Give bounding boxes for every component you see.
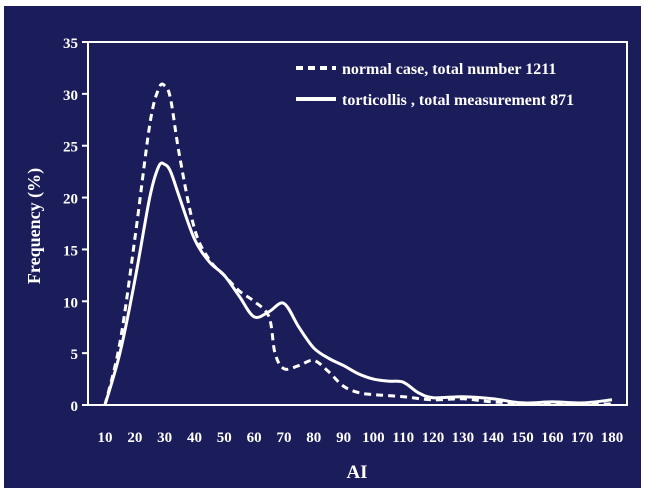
x-tick-label: 10 xyxy=(98,430,113,446)
x-axis-label: AI xyxy=(346,462,367,483)
x-tick-label: 140 xyxy=(481,430,504,446)
y-tick-label: 30 xyxy=(63,88,78,104)
x-tick-label: 20 xyxy=(127,430,142,446)
y-tick-label: 25 xyxy=(63,140,78,156)
x-tick-label: 130 xyxy=(452,430,475,446)
y-tick-label: 20 xyxy=(63,192,78,208)
y-tick-label: 0 xyxy=(71,399,79,415)
x-tick-label: 90 xyxy=(336,430,351,446)
x-tick-label: 150 xyxy=(511,430,534,446)
slide-background xyxy=(4,6,641,488)
x-tick-label: 80 xyxy=(306,430,321,446)
y-tick-label: 15 xyxy=(63,243,78,259)
x-tick-label: 180 xyxy=(601,430,624,446)
x-tick-label: 110 xyxy=(392,430,414,446)
series-torticollis-line xyxy=(103,161,613,406)
y-tick-label: 10 xyxy=(63,295,78,311)
y-tick-label: 35 xyxy=(63,36,78,52)
legend-label-torticollis: torticollis , total measurement 871 xyxy=(342,92,574,109)
legend-label-normal-case: normal case, total number 1211 xyxy=(342,61,556,78)
y-axis-label: Frequency (%) xyxy=(24,168,45,284)
y-tick-label: 5 xyxy=(71,347,79,363)
x-tick-label: 160 xyxy=(541,430,564,446)
x-tick-label: 50 xyxy=(217,430,232,446)
series-normal-case-line xyxy=(103,82,612,406)
x-tick-label: 30 xyxy=(157,430,172,446)
x-tick-label: 40 xyxy=(187,430,202,446)
x-tick-label: 170 xyxy=(571,430,594,446)
x-tick-label: 100 xyxy=(362,430,385,446)
x-tick-label: 60 xyxy=(247,430,262,446)
x-tick-label: 70 xyxy=(276,430,291,446)
plot-area-frame xyxy=(87,41,628,406)
x-tick-label: 120 xyxy=(422,430,445,446)
